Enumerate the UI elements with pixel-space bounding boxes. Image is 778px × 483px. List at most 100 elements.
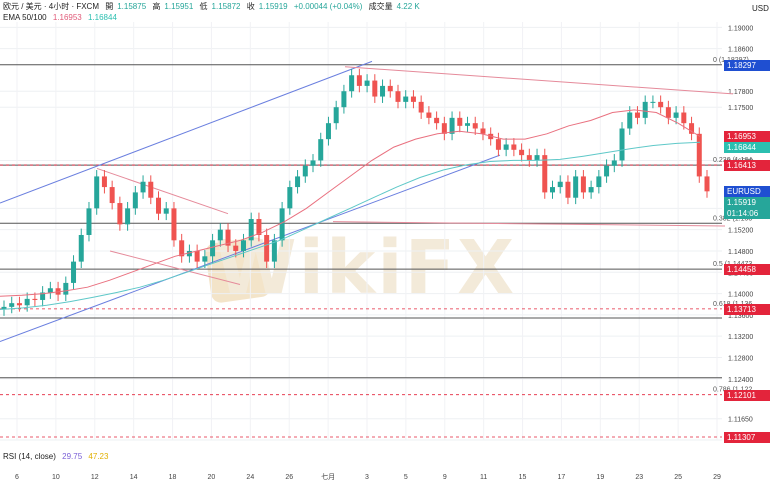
ema-legend[interactable]: EMA 50/100 1.16953 1.16844 (3, 12, 121, 23)
price-tag: 1.16844 (724, 142, 770, 154)
header-line: 欧元 / 美元 · 4小时 · FXCM 開 1.15875 高 1.15951 低… (3, 1, 424, 12)
candle-body (156, 197, 162, 214)
candle-body (472, 123, 478, 129)
y-tick-label: 1.14800 (728, 249, 753, 256)
channel-bottom-line (332, 221, 726, 227)
candle-body (356, 75, 362, 86)
ema100-value: 1.16844 (87, 13, 117, 22)
candle-body (78, 234, 84, 262)
y-tick-label: 1.11650 (728, 417, 753, 424)
candle-body (689, 123, 695, 134)
candle-body (565, 181, 571, 198)
x-tick-label: 25 (674, 474, 682, 481)
candle-body (658, 101, 664, 108)
candle-body (202, 256, 208, 262)
currency-label: USD (752, 4, 769, 13)
rsi-legend[interactable]: RSI (14, close) 29.75 47.23 (3, 451, 112, 462)
candle-body (163, 208, 169, 214)
y-tick-label: 1.19000 (728, 25, 753, 32)
candle-body (233, 245, 239, 251)
close-label: 收 (246, 2, 255, 11)
candle-body (380, 85, 386, 97)
candle-body (696, 133, 702, 177)
candle-body (171, 208, 177, 241)
candle-body (580, 176, 586, 193)
candle-body (16, 303, 22, 306)
x-tick-label: 20 (208, 474, 216, 481)
candle-body (109, 187, 115, 204)
candle-body (611, 160, 617, 166)
candle-body (410, 96, 416, 102)
candle-body (457, 117, 463, 126)
y-tick-label: 1.13200 (728, 334, 753, 341)
candle-body (596, 176, 602, 188)
channel-lower-line (0, 154, 501, 342)
candle-body (395, 91, 401, 102)
x-tick-label: 26 (285, 474, 293, 481)
candle-body (256, 219, 262, 235)
price-tag: 1.12101 (724, 389, 770, 401)
y-tick-label: 1.18600 (728, 47, 753, 54)
channel-top-line (344, 66, 734, 95)
candle-body (449, 117, 455, 134)
candle-body (86, 208, 92, 235)
candle-body (271, 240, 277, 262)
candle-body (495, 139, 501, 150)
price-tag: 1.18297 (724, 59, 770, 71)
price-tag: 1.15919 (724, 197, 770, 209)
x-tick-label: 29 (713, 474, 721, 481)
candle-body (426, 112, 432, 118)
candle-body (333, 107, 339, 124)
rsi-ma-value: 47.23 (88, 452, 109, 461)
candle-body (295, 176, 301, 188)
candle-body (24, 298, 30, 306)
candle-body (132, 192, 138, 209)
x-tick-label: 18 (169, 474, 177, 481)
candle-body (240, 240, 246, 251)
ema-label: EMA 50/100 (3, 13, 47, 22)
candle-body (526, 155, 532, 161)
candle-body (186, 250, 192, 257)
volume-label: 成交量 (368, 2, 393, 11)
price-tag: 1.11307 (724, 431, 770, 443)
candle-body (341, 91, 347, 108)
flag-bottom-line (109, 250, 241, 285)
candle-body (534, 155, 540, 161)
candle-body (634, 112, 640, 118)
candle-body (465, 123, 471, 126)
x-tick-label: 3 (365, 474, 369, 481)
candle-body (418, 101, 424, 113)
candle-body (403, 96, 409, 102)
x-tick-label: 14 (130, 474, 138, 481)
x-tick-label: 24 (246, 474, 254, 481)
rsi-value: 29.75 (62, 452, 83, 461)
candle-body (627, 112, 633, 129)
symbol-label[interactable]: 欧元 / 美元 · 4小时 · FXCM (3, 2, 99, 11)
candle-body (194, 250, 200, 262)
candle-body (704, 176, 710, 192)
candle-body (47, 288, 53, 293)
flag-top-line (96, 167, 229, 215)
candle-body (325, 123, 331, 140)
candle-body (349, 75, 355, 92)
candle-body (665, 107, 671, 118)
price-tag: EURUSD (724, 186, 770, 198)
candle-body (364, 80, 370, 86)
candle-body (557, 181, 563, 188)
candle-body (217, 229, 223, 241)
candle-body (434, 117, 440, 124)
x-tick-label: 10 (52, 474, 60, 481)
y-tick-label: 1.12800 (728, 355, 753, 362)
high-value: 1.15951 (164, 2, 194, 11)
candle-body (310, 160, 316, 166)
y-tick-label: 1.17500 (728, 105, 753, 112)
candle-body (63, 282, 69, 295)
x-tick-label: 19 (596, 474, 604, 481)
candle-body (279, 208, 285, 241)
candle-body (650, 101, 656, 103)
ema50-value: 1.16953 (52, 13, 82, 22)
price-tag: 1.16953 (724, 131, 770, 143)
y-tick-label: 1.15200 (728, 228, 753, 235)
